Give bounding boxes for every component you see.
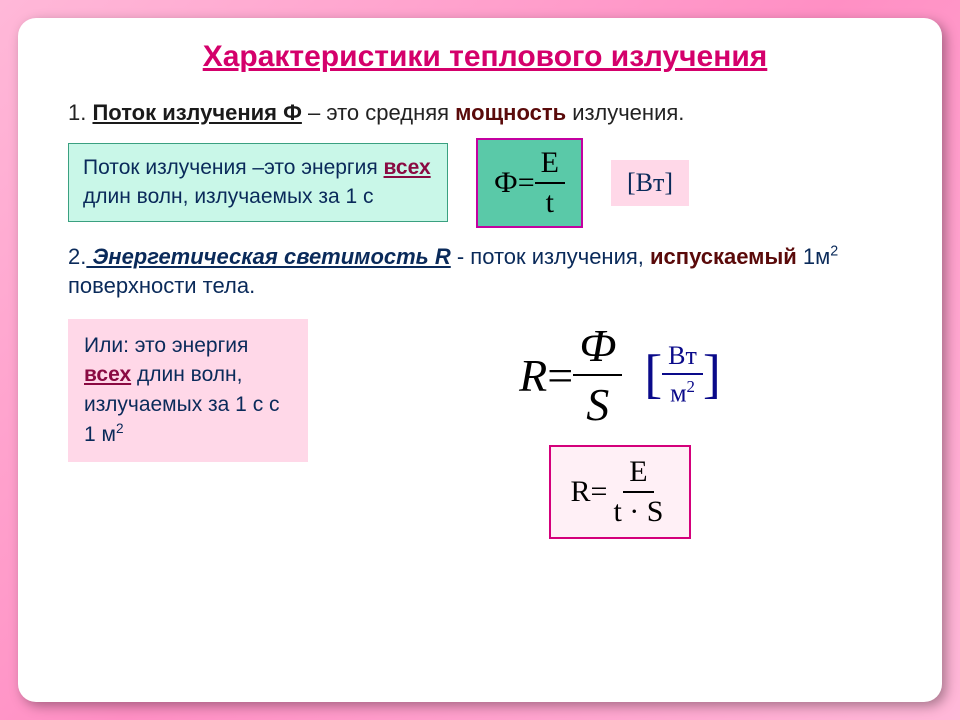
box1-tail: длин волн, излучаемых за 1 с	[83, 185, 374, 208]
f1-num: E	[535, 146, 565, 184]
box2-lead: Или: это энергия	[84, 334, 248, 357]
f2-num: Ф	[573, 319, 622, 376]
formula-column: R = Ф S [ Вт м2 ]	[338, 319, 902, 539]
box2-sup: 2	[116, 421, 124, 436]
def1-tail: излучения.	[566, 100, 684, 125]
formula-R: R = Ф S	[519, 319, 622, 431]
box1-emph: всех	[384, 156, 431, 179]
f3-lhs: R	[571, 475, 591, 509]
f3-num: E	[623, 455, 653, 493]
slide-card: Характеристики теплового излучения 1. По…	[18, 18, 942, 702]
row-2: Или: это энергия всех длин волн, излучае…	[68, 319, 902, 539]
box2-emph: всех	[84, 363, 131, 386]
item-number-2: 2.	[68, 244, 86, 269]
def1-dash: – это средняя	[302, 100, 455, 125]
unit2-den-sup: 2	[687, 377, 695, 396]
f2-eq: =	[547, 349, 573, 402]
f1-eq: =	[518, 166, 535, 200]
formula-R-expanded: R = E t · S	[549, 445, 692, 539]
unit2-den: м2	[664, 375, 701, 409]
f1-den: t	[540, 184, 560, 220]
f3-eq: =	[591, 475, 608, 509]
f2-den: S	[580, 376, 615, 431]
slide-title: Характеристики теплового излучения	[68, 40, 902, 74]
def2-area-pre: 1м	[797, 244, 830, 269]
f1-frac: E t	[535, 146, 565, 220]
term-2: Энергетическая светимость R	[86, 244, 450, 269]
bracket-right: ]	[703, 353, 721, 396]
f2-frac: Ф S	[573, 319, 622, 431]
unit-watt: [Вт]	[611, 160, 689, 206]
def2-keyword: испускаемый	[650, 244, 797, 269]
def2-tail: поверхности тела.	[68, 273, 255, 298]
item-number-1: 1.	[68, 100, 86, 125]
def2-dash: - поток излучения,	[451, 244, 650, 269]
def1-keyword: мощность	[455, 100, 566, 125]
def2-area-sup: 2	[830, 243, 838, 259]
f2-lhs: R	[519, 349, 547, 402]
bracket-left: [	[644, 353, 662, 396]
note-box-2: Или: это энергия всех длин волн, излучае…	[68, 319, 308, 462]
definition-2: 2. Энергетическая светимость R - поток и…	[68, 242, 902, 301]
unit2-num: Вт	[662, 341, 703, 375]
f3-frac: E t · S	[607, 455, 669, 529]
note-box-1: Поток излучения –это энергия всех длин в…	[68, 143, 448, 222]
term-1: Поток излучения Ф	[92, 100, 301, 125]
unit-watt-per-m2: [ Вт м2 ]	[644, 341, 721, 409]
unit2-frac: Вт м2	[662, 341, 703, 409]
f3-den: t · S	[607, 493, 669, 529]
row-1: Поток излучения –это энергия всех длин в…	[68, 138, 902, 228]
formula-phi: Ф = E t	[476, 138, 583, 228]
unit2-den-pre: м	[670, 379, 686, 408]
definition-1: 1. Поток излучения Ф – это средняя мощно…	[68, 98, 902, 128]
f1-lhs: Ф	[494, 166, 518, 200]
formula-R-row: R = Ф S [ Вт м2 ]	[519, 319, 721, 431]
box1-lead: Поток излучения –это энергия	[83, 156, 384, 179]
